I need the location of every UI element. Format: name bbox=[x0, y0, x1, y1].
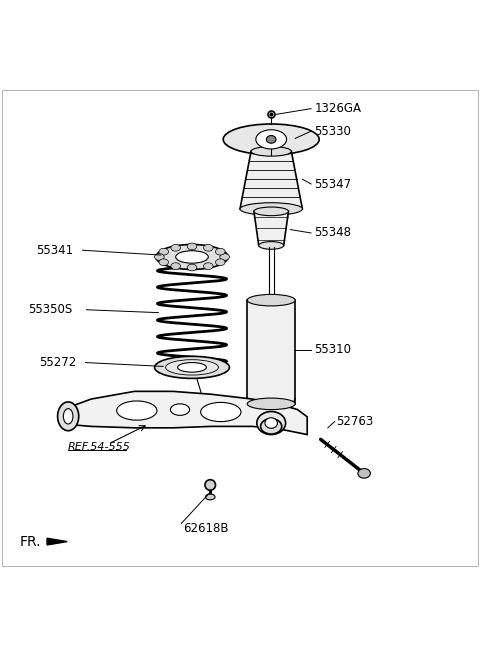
Ellipse shape bbox=[159, 249, 168, 255]
Ellipse shape bbox=[216, 259, 225, 266]
Ellipse shape bbox=[247, 398, 295, 409]
Ellipse shape bbox=[170, 404, 190, 415]
Ellipse shape bbox=[265, 418, 277, 428]
Ellipse shape bbox=[257, 411, 286, 434]
Ellipse shape bbox=[159, 259, 168, 266]
Ellipse shape bbox=[171, 245, 180, 251]
Text: 55348: 55348 bbox=[314, 226, 351, 239]
Ellipse shape bbox=[266, 136, 276, 143]
Ellipse shape bbox=[256, 130, 287, 149]
Ellipse shape bbox=[176, 251, 208, 263]
Polygon shape bbox=[254, 211, 288, 245]
Ellipse shape bbox=[204, 263, 213, 270]
Ellipse shape bbox=[58, 402, 79, 431]
Text: FR.: FR. bbox=[19, 535, 41, 548]
Ellipse shape bbox=[187, 264, 197, 271]
Text: 62618B: 62618B bbox=[183, 522, 229, 535]
Bar bbox=[247, 300, 295, 404]
Ellipse shape bbox=[223, 124, 319, 155]
Polygon shape bbox=[47, 538, 67, 545]
Text: 55272: 55272 bbox=[39, 356, 77, 369]
Text: 55310: 55310 bbox=[314, 343, 351, 356]
Ellipse shape bbox=[156, 245, 228, 270]
Ellipse shape bbox=[254, 207, 288, 216]
Ellipse shape bbox=[259, 241, 284, 249]
Ellipse shape bbox=[63, 409, 73, 424]
Ellipse shape bbox=[204, 245, 213, 251]
Text: 55341: 55341 bbox=[36, 244, 73, 256]
Ellipse shape bbox=[171, 263, 180, 270]
Ellipse shape bbox=[205, 480, 216, 490]
Text: 52763: 52763 bbox=[336, 415, 373, 428]
Ellipse shape bbox=[251, 146, 291, 156]
Text: 55350S: 55350S bbox=[28, 303, 72, 316]
Ellipse shape bbox=[240, 203, 302, 215]
Ellipse shape bbox=[205, 494, 215, 500]
Ellipse shape bbox=[187, 243, 197, 250]
Ellipse shape bbox=[166, 359, 218, 375]
Ellipse shape bbox=[155, 254, 164, 260]
Ellipse shape bbox=[201, 402, 241, 422]
Ellipse shape bbox=[117, 401, 157, 420]
Text: REF.54-555: REF.54-555 bbox=[68, 442, 131, 452]
Text: 55330: 55330 bbox=[314, 125, 351, 138]
Ellipse shape bbox=[261, 419, 282, 434]
Ellipse shape bbox=[358, 468, 371, 478]
Polygon shape bbox=[240, 152, 302, 209]
Polygon shape bbox=[62, 392, 307, 434]
Ellipse shape bbox=[216, 249, 225, 255]
Ellipse shape bbox=[178, 363, 206, 372]
Ellipse shape bbox=[247, 295, 295, 306]
Text: 55347: 55347 bbox=[314, 178, 351, 190]
Ellipse shape bbox=[220, 254, 229, 260]
Ellipse shape bbox=[155, 356, 229, 379]
Text: 1326GA: 1326GA bbox=[314, 102, 361, 115]
